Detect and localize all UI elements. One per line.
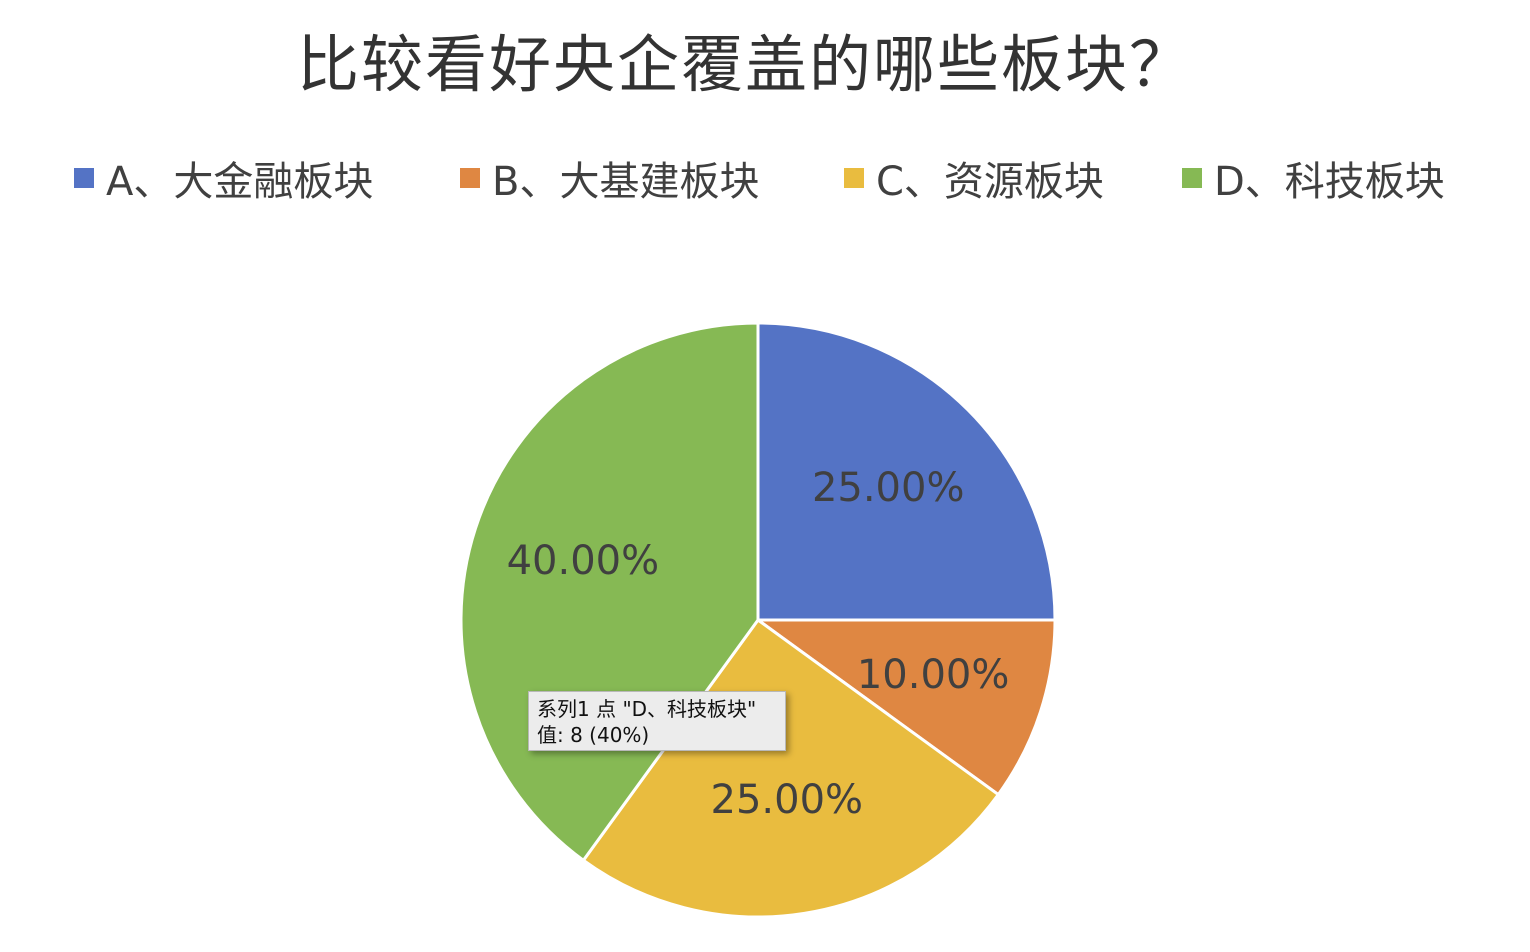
data-label-b: 10.00% — [857, 652, 1010, 698]
legend-item-a: A、大金融板块 — [74, 150, 373, 206]
data-label-a: 25.00% — [812, 465, 965, 511]
data-label-c: 25.00% — [711, 777, 864, 823]
pie-slice-c[interactable] — [581, 617, 1001, 919]
legend-label-d: D、科技板块 — [1214, 159, 1445, 205]
tooltip-line-1: 系列1 点 "D、科技板块" — [537, 697, 757, 721]
tooltip-line-2: 值: 8 (40%) — [537, 723, 650, 747]
legend-swatch-d — [1182, 168, 1202, 188]
chart-title: 比较看好央企覆盖的哪些板块？ — [296, 28, 1193, 101]
legend-item-d: D、科技板块 — [1182, 150, 1445, 206]
legend-swatch-b — [460, 168, 480, 188]
legend-swatch-a — [74, 168, 94, 188]
legend-label-a: A、大金融板块 — [106, 159, 374, 205]
legend-label-b: B、大基建板块 — [492, 159, 760, 205]
legend-label-c: C、资源板块 — [876, 159, 1104, 205]
pie-slice-a[interactable] — [756, 321, 1057, 622]
chart-legend: A、大金融板块 B、大基建板块 C、资源板块 D、科技板块 — [74, 150, 1494, 206]
legend-item-c: C、资源板块 — [844, 150, 1104, 206]
data-point-tooltip: 系列1 点 "D、科技板块" 值: 8 (40%) — [528, 691, 786, 751]
pie-slice-b[interactable] — [753, 618, 1057, 797]
data-label-d: 40.00% — [507, 538, 660, 584]
legend-item-b: B、大基建板块 — [460, 150, 759, 206]
legend-swatch-c — [844, 168, 864, 188]
